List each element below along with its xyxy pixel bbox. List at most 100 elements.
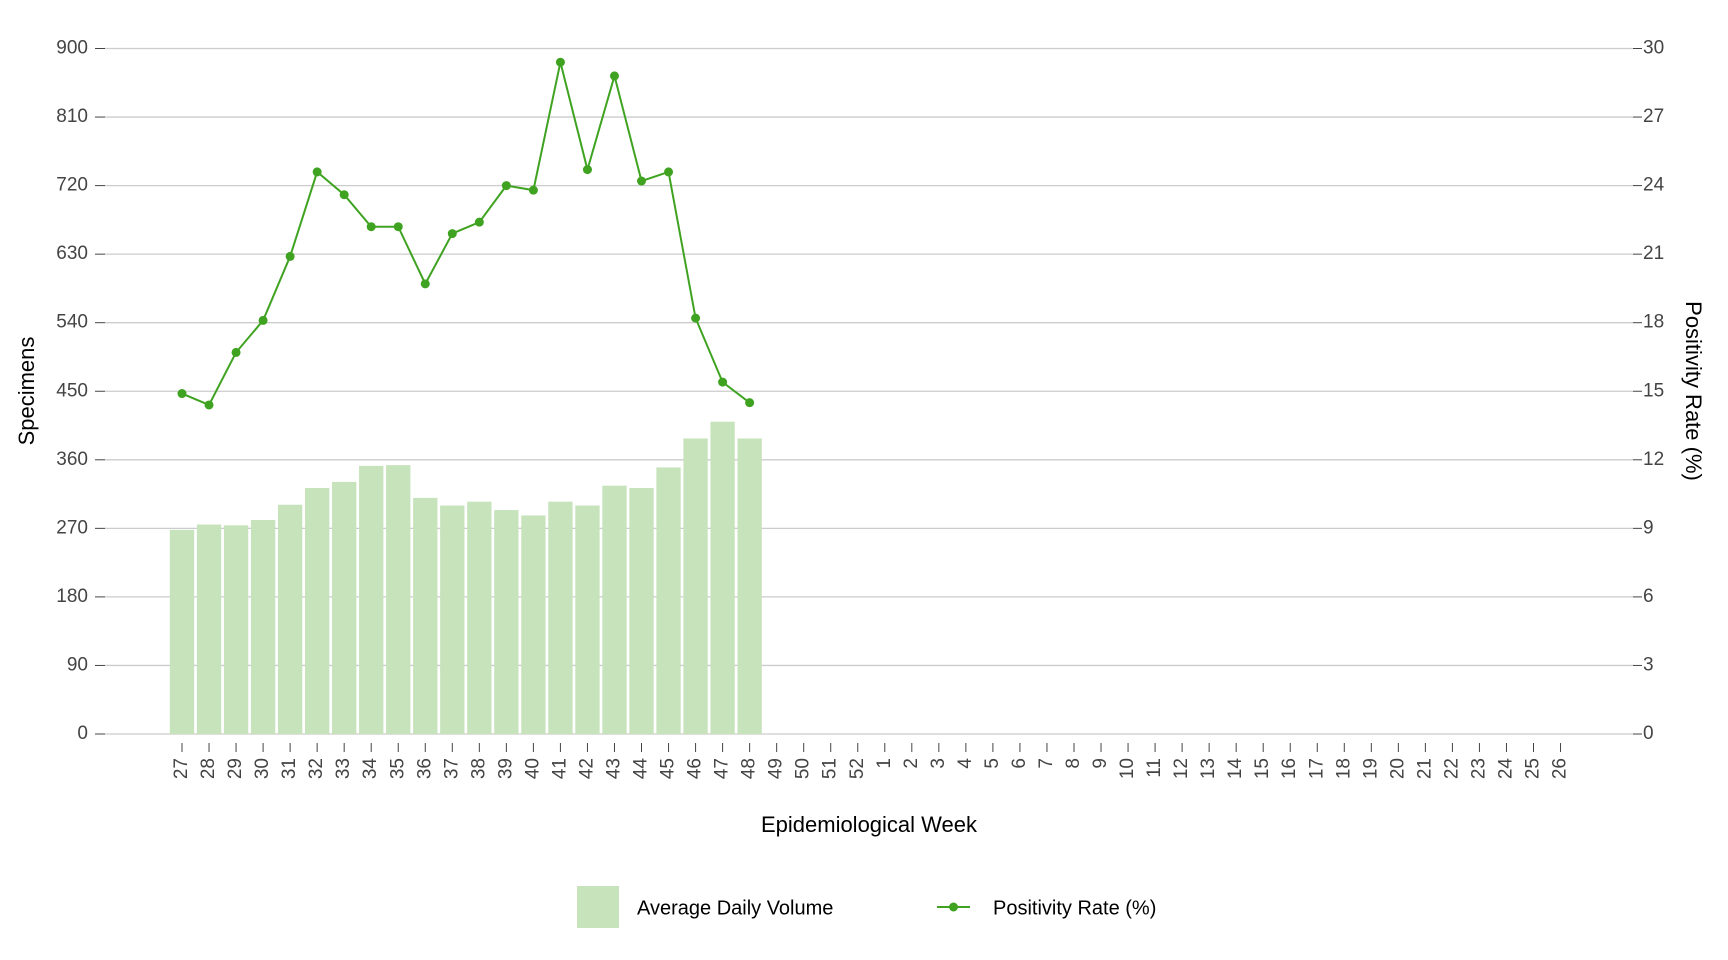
point [285,251,295,261]
x-tick-label: 20 [1387,758,1408,779]
point [745,398,755,408]
bar [521,515,546,734]
bar [629,487,654,734]
bar [602,485,627,734]
legend-label: Positivity Rate (%) [993,897,1156,919]
x-tick-label: 24 [1495,758,1516,780]
x-tick-label: 30 [252,758,273,779]
y-tick-label: 180 [56,586,88,607]
x-tick-label: 3 [928,758,949,769]
bar [413,497,438,734]
x-tick-label: 35 [387,758,408,779]
bar [683,438,708,734]
y2-tick-label: 3 [1643,654,1654,675]
bar [548,501,573,734]
x-tick-label: 26 [1550,758,1571,779]
legend-label: Average Daily Volume [637,897,833,919]
point [366,222,376,232]
x-tick-label: 8 [1063,758,1084,769]
y-axis-title: Specimens [14,337,39,446]
y-tick-label: 630 [56,243,88,264]
point [555,57,565,67]
point [231,347,241,357]
x-tick-label: 34 [360,758,381,780]
point [609,71,619,81]
x-tick-label: 47 [712,758,733,779]
y-tick-label: 360 [56,449,88,470]
y2-axis-title: Positivity Rate (%) [1681,301,1706,481]
x-tick-label: 51 [820,758,841,779]
y2-tick-label: 30 [1643,38,1664,59]
x-tick-label: 32 [306,758,327,779]
y2-tick-label: 0 [1643,723,1654,744]
y-tick-label: 90 [67,654,88,675]
point [204,400,214,410]
x-tick-label: 45 [658,758,679,779]
point [582,165,592,175]
x-tick-label: 7 [1036,758,1057,769]
point [691,313,701,323]
x-tick-label: 38 [468,758,489,779]
x-tick-label: 9 [1090,758,1111,769]
y-tick-label: 900 [56,38,88,59]
x-tick-label: 40 [522,758,543,779]
point [637,176,647,186]
bar [304,487,330,734]
x-tick-label: 12 [1171,758,1192,779]
y-tick-label: 720 [56,175,88,196]
x-tick-label: 6 [1009,758,1030,769]
x-tick-label: 4 [955,758,976,769]
x-tick-label: 48 [739,758,760,779]
y2-tick-label: 6 [1643,586,1654,607]
point [258,315,268,325]
point [420,279,430,289]
x-tick-label: 31 [279,758,300,779]
bar [223,525,249,734]
bar [332,481,357,734]
x-tick-label: 16 [1279,758,1300,779]
x-tick-label: 36 [414,758,435,779]
y2-tick-label: 9 [1643,517,1654,538]
x-tick-label: 18 [1333,758,1354,779]
bar [196,524,222,734]
y2-tick-label: 12 [1643,449,1664,470]
x-tick-label: 11 [1144,758,1165,778]
bar [277,504,303,734]
x-tick-label: 1 [874,758,895,769]
x-tick-label: 52 [847,758,868,779]
x-tick-label: 43 [603,758,624,779]
x-tick-label: 41 [549,758,570,779]
x-tick-label: 14 [1225,758,1246,780]
x-tick-label: 44 [631,758,652,780]
y-tick-label: 0 [77,723,88,744]
x-tick-label: 5 [982,758,1003,769]
bar [494,510,519,734]
y2-tick-label: 24 [1643,175,1665,196]
point [339,190,349,200]
point [718,377,728,387]
point [501,181,511,191]
point [312,167,322,177]
bar [169,529,195,734]
x-tick-label: 2 [901,758,922,769]
y2-tick-label: 27 [1643,106,1664,127]
y2-tick-label: 15 [1643,380,1664,401]
bar [656,467,681,734]
bar [575,505,600,734]
x-tick-label: 17 [1306,758,1327,779]
y-tick-label: 270 [56,517,88,538]
x-tick-label: 39 [495,758,516,779]
y-tick-label: 810 [56,106,88,127]
x-tick-label: 23 [1468,758,1489,779]
y2-tick-label: 21 [1643,243,1664,264]
x-tick-label: 42 [576,758,597,779]
y-tick-label: 540 [56,312,88,333]
legend-swatch [577,886,619,928]
x-tick-label: 28 [198,758,219,779]
bar [250,519,276,734]
y2-tick-label: 18 [1643,312,1664,333]
y-tick-label: 450 [56,380,88,401]
bar [467,501,492,734]
x-tick-label: 50 [793,758,814,779]
